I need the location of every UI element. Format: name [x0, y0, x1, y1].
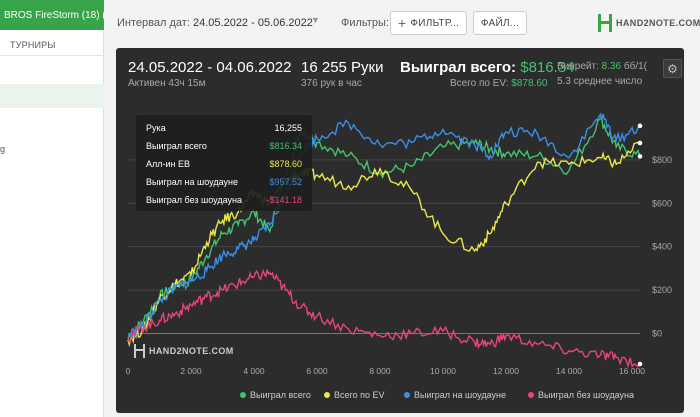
series-end-point: [637, 123, 643, 129]
legend-dot-icon: [240, 392, 246, 398]
logo-icon: [598, 14, 612, 32]
x-tick-label: 14 000: [556, 366, 582, 376]
series-end-point: [637, 140, 643, 146]
tooltip-row: Выиграл на шоудауне $957.52: [146, 173, 302, 191]
tooltip-value: -$141.18: [266, 195, 302, 205]
total-ev-label: Всего по EV:: [450, 78, 509, 89]
date-range-label: Интервал дат:: [117, 17, 190, 29]
sidebar: BROS FireStorm (18) ▼ ТУРНИРЫ g: [0, 0, 104, 417]
winrate-unit: бб/1(: [623, 61, 648, 72]
tooltip-value: $957.52: [269, 177, 302, 187]
filter-button[interactable]: + ФИЛЬТР...: [390, 11, 467, 35]
y-tick-label: $0: [652, 328, 662, 338]
brand-text: HAND2NOTE.COM: [616, 18, 700, 28]
x-tick-label: 4 000: [243, 366, 265, 376]
sidebar-selected-item[interactable]: [0, 84, 104, 108]
player-dropdown[interactable]: BROS FireStorm (18) ▼: [0, 0, 104, 30]
tooltip-label: Выиграл без шоудауна: [146, 195, 242, 205]
legend-label: Выиграл на шоудауне: [414, 390, 506, 400]
tooltip-label: Выиграл на шоудауне: [146, 177, 238, 187]
sidebar-truncated-item[interactable]: g: [0, 144, 6, 154]
total-ev: Всего по EV: $878.60: [450, 78, 547, 89]
y-tick-label: $600: [652, 198, 672, 208]
legend-label: Выиграл всего: [250, 390, 311, 400]
y-tick-label: $800: [652, 155, 672, 165]
session-date-range: 24.05.2022 - 04.06.2022: [128, 59, 292, 76]
tooltip-value: $816.34: [269, 141, 302, 151]
brand-logo: HAND2NOTE.COM: [598, 13, 700, 33]
total-won-value: $816.34: [520, 59, 575, 76]
series-line: [127, 268, 641, 369]
legend-item[interactable]: Выиграл на шоудауне: [404, 390, 506, 400]
chevron-down-icon: ▼: [102, 8, 104, 22]
tooltip-value: $878.60: [269, 159, 302, 169]
results-chart: $0 $200 $400 $600 $800 0 2 000 4 000 6 000 8 000…: [126, 112, 672, 376]
x-tick-label: 12 000: [493, 366, 519, 376]
x-tick-label: 10 000: [430, 366, 456, 376]
tooltip-row: Рука 16,255: [146, 119, 302, 137]
tooltip-label: Выиграл всего: [146, 141, 207, 151]
plus-icon: +: [397, 15, 407, 31]
series-line: [127, 141, 641, 348]
gear-icon[interactable]: ⚙: [663, 59, 682, 78]
tooltip-label: Рука: [146, 123, 166, 133]
filter-button-label: ФИЛЬТР...: [410, 17, 460, 29]
winrate: Винрейт: 8.36 бб/1(: [557, 61, 647, 72]
x-tick-label: 2 000: [180, 366, 202, 376]
active-time: Активен 43ч 15м: [128, 78, 206, 89]
legend-item[interactable]: Выиграл всего: [240, 390, 311, 400]
average-line: 5.3 среднее число: [557, 76, 643, 87]
tooltip-value: 16,255: [274, 123, 302, 133]
legend-item[interactable]: Всего по EV: [324, 390, 384, 400]
chart-legend: Выиграл всего Всего по EV Выиграл на шоуда…: [116, 390, 684, 404]
y-tick-label: $200: [652, 285, 672, 295]
total-won-label: Выиграл всего:: [400, 59, 517, 76]
winrate-label: Винрейт:: [557, 61, 599, 72]
chart-tooltip: Рука 16,255 Выиграл всего $816.34 Алл-ин ЕВ $…: [136, 115, 312, 211]
player-name: BROS FireStorm (18): [4, 9, 100, 21]
legend-dot-icon: [528, 392, 534, 398]
hands-per-hour: 376 рук в час: [301, 78, 362, 89]
series-end-point: [637, 154, 643, 159]
topbar: Интервал дат: 24.05.2022 - 05.06.2022 ▼ …: [104, 0, 700, 44]
chevron-down-icon[interactable]: ▼: [311, 15, 320, 25]
file-button-label: ФАЙЛ...: [480, 17, 520, 29]
x-tick-label: 6 000: [306, 366, 328, 376]
legend-label: Всего по EV: [334, 390, 385, 400]
tournaments-header[interactable]: ТУРНИРЫ: [0, 34, 104, 56]
x-tick-label: 0: [126, 366, 131, 376]
date-range-select[interactable]: 24.05.2022 - 05.06.2022: [193, 17, 313, 29]
tooltip-row: Алл-ин ЕВ $878.60: [146, 155, 302, 173]
total-ev-value: $878.60: [511, 78, 548, 89]
graph-panel: $0 $200 $400 $600 $800 0 2 000 4 000 6 000 8 000…: [116, 48, 684, 413]
legend-label: Выиграл без шоудауна: [538, 390, 634, 400]
tooltip-row: Выиграл всего $816.34: [146, 137, 302, 155]
legend-item[interactable]: Выиграл без шоудауна: [528, 390, 634, 400]
legend-dot-icon: [404, 392, 410, 398]
file-button[interactable]: ФАЙЛ...: [473, 11, 527, 35]
x-tick-label: 8 000: [369, 366, 391, 376]
x-tick-label: 16 000: [619, 366, 645, 376]
series-line: [127, 115, 641, 340]
winrate-value: 8.36: [601, 61, 622, 72]
total-won: Выиграл всего: $816.34: [400, 59, 574, 76]
series-line: [127, 112, 641, 338]
series-end-point: [637, 361, 643, 367]
tooltip-row: Выиграл без шоудауна -$141.18: [146, 191, 302, 209]
hands-count: 16 255 Руки: [301, 59, 384, 76]
legend-dot-icon: [324, 392, 330, 398]
y-tick-label: $400: [652, 242, 672, 252]
tooltip-label: Алл-ин ЕВ: [146, 159, 191, 169]
logo-icon: [134, 344, 145, 358]
watermark: HAND2NOTE.COM: [134, 344, 234, 358]
watermark-text: HAND2NOTE.COM: [149, 346, 234, 356]
filters-label: Фильтры:: [341, 17, 389, 29]
